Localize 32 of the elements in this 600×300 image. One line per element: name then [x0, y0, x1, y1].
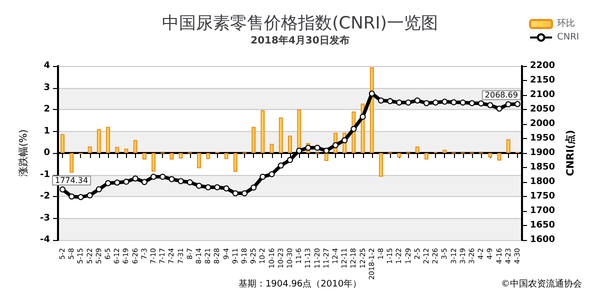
text: 基期：1904.96点（2010年） [238, 278, 362, 290]
y2-tick-label: 1900 [530, 148, 556, 158]
data-label: 1774.34 [55, 176, 88, 185]
y2-axis-title: CNRI(点) [564, 130, 576, 176]
text: ©中国农资流通协会 [501, 278, 582, 290]
y2-tick-label: 2100 [530, 90, 556, 100]
y2-tick-label: 2150 [530, 76, 556, 86]
y2-tick-label: 1800 [530, 177, 556, 187]
y2-tick-label: 1650 [530, 220, 556, 230]
y-tick-label: 1 [44, 126, 50, 136]
y-axis-title: 涨跌幅(%) [18, 129, 30, 177]
y-tick-label: -1 [40, 170, 50, 180]
y2-tick-label: 1700 [530, 206, 556, 216]
legend-label: CNRI [557, 32, 580, 42]
y2-tick-label: 1850 [530, 162, 556, 172]
y2-tick-label: 1600 [530, 235, 556, 245]
y-tick-label: -3 [40, 213, 50, 224]
y-tick-label: 2 [44, 104, 50, 114]
y-tick-label: 4 [44, 61, 50, 71]
y-tick-label: 0 [44, 148, 50, 158]
y2-tick-label: 2000 [530, 119, 556, 129]
data-label: 2068.69 [484, 90, 518, 100]
y2-tick-label: 1950 [530, 134, 556, 144]
chart-subtitle: 2018年4月30日发布 [250, 34, 350, 46]
y-tick-label: -2 [40, 192, 50, 202]
y2-tick-label: 1750 [530, 192, 556, 202]
legend-label: 环比 [557, 18, 576, 29]
y-tick-label: 3 [44, 82, 50, 93]
y2-tick-label: 2200 [530, 61, 556, 71]
y2-tick-label: 2050 [530, 104, 556, 114]
chart-title: 中国尿素零售价格指数(CNRI)一览图 [162, 14, 438, 34]
y-tick-label: -4 [40, 235, 50, 245]
